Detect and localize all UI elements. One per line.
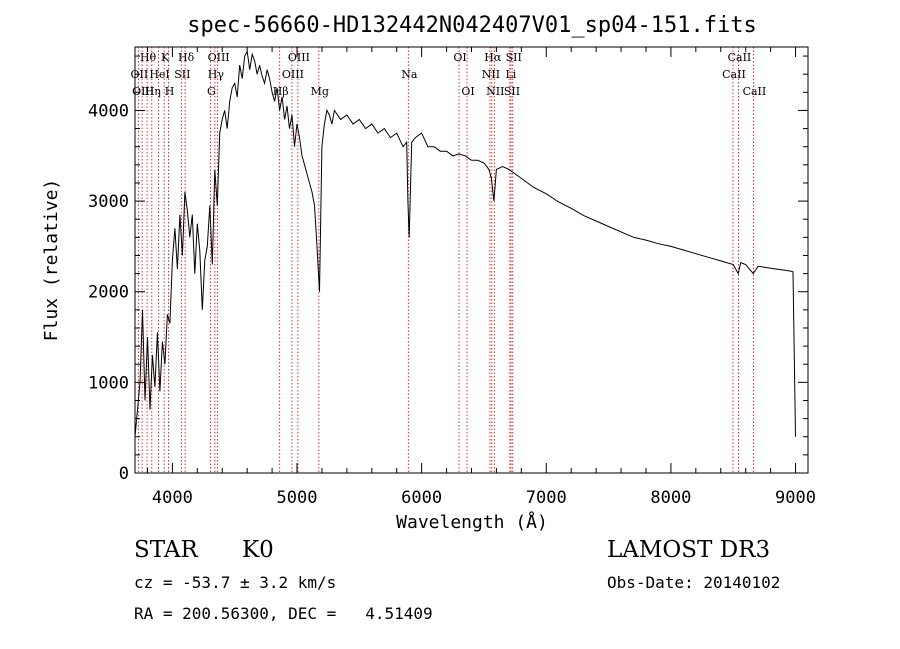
- line-label: OIII: [288, 51, 310, 64]
- x-tick-label: 4000: [152, 488, 193, 508]
- x-tick-label: 7000: [526, 488, 567, 508]
- line-label: Hα: [484, 51, 502, 64]
- x-tick-label: 5000: [277, 488, 318, 508]
- redshift-value: cz = -53.7 ± 3.2 km/s: [134, 573, 337, 592]
- line-label: Hη: [145, 85, 161, 98]
- line-markers: [137, 47, 754, 473]
- line-label: NII: [486, 85, 504, 98]
- line-label: Na: [401, 68, 418, 81]
- line-label: CaII: [728, 51, 752, 64]
- line-label: Hδ: [178, 51, 195, 64]
- line-label: OIII: [282, 68, 304, 81]
- line-label: Hθ: [140, 51, 157, 64]
- line-label: OIII: [208, 51, 230, 64]
- survey-name: LAMOST DR3: [607, 537, 771, 563]
- x-tick-label: 8000: [650, 488, 691, 508]
- line-label: OI: [461, 85, 474, 98]
- line-label: OI: [453, 51, 466, 64]
- line-label: Mg: [311, 85, 329, 98]
- y-axis: 0 1000 2000 3000 4000: [88, 55, 808, 484]
- y-tick-label: 2000: [88, 283, 129, 303]
- object-type: STAR: [134, 537, 198, 563]
- y-axis-label: Flux (relative): [41, 179, 62, 342]
- line-label: Hγ: [208, 68, 225, 81]
- line-label: K: [161, 51, 170, 64]
- y-tick-label: 1000: [88, 373, 129, 393]
- y-tick-label: 3000: [88, 192, 129, 212]
- observation-date: Obs-Date: 20140102: [607, 573, 781, 592]
- line-label: HeI: [149, 68, 169, 81]
- line-label: SII: [506, 51, 522, 64]
- line-label: Li: [505, 68, 516, 81]
- y-tick-label: 4000: [88, 101, 129, 121]
- x-axis-label: Wavelength (Å): [396, 511, 548, 533]
- x-tick-label: 9000: [775, 488, 816, 508]
- line-label: CaII: [722, 68, 746, 81]
- line-label: OIII: [132, 85, 154, 98]
- spectral-subclass: K0: [242, 537, 274, 563]
- spectrum-line: [134, 49, 796, 437]
- line-label: H: [165, 85, 175, 98]
- plot-frame: [134, 46, 809, 474]
- line-label: G: [207, 85, 216, 98]
- x-tick-label: 6000: [401, 488, 442, 508]
- y-tick-label: 0: [119, 464, 129, 484]
- line-label: SII: [504, 85, 520, 98]
- line-label: CaII: [743, 85, 767, 98]
- coordinates: RA = 200.56300, DEC = 4.51409: [134, 604, 433, 623]
- chart-title: spec-56660-HD132442N042407V01_sp04-151.f…: [187, 13, 757, 38]
- x-axis: 4000 5000 6000 7000 8000 9000: [146, 47, 816, 508]
- line-label: NII: [482, 68, 500, 81]
- spectrum-chart: spec-56660-HD132442N042407V01_sp04-151.f…: [41, 13, 816, 533]
- line-label: SII: [174, 68, 190, 81]
